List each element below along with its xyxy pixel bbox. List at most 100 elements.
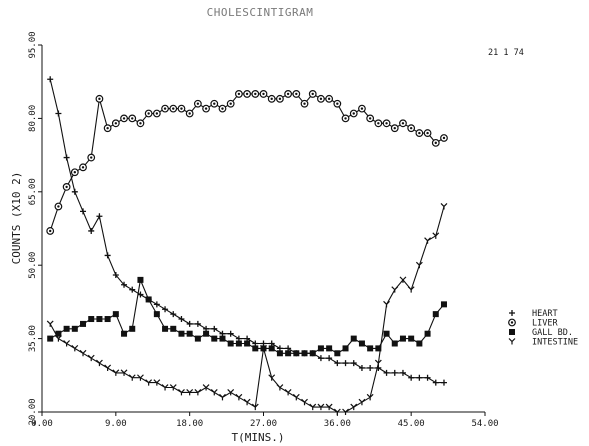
x-tick-label: 36.00 xyxy=(324,419,351,429)
legend-marker xyxy=(508,338,516,345)
heart-point xyxy=(440,379,447,386)
y-tick-label: 95.00 xyxy=(28,31,38,58)
liver-point xyxy=(152,109,161,118)
liver-point xyxy=(300,99,309,108)
liver-point xyxy=(234,90,243,98)
gall-bd-point xyxy=(358,340,365,347)
heart-point xyxy=(186,320,193,327)
intestine-point xyxy=(112,369,120,376)
intestine-point xyxy=(194,389,202,396)
liver-point xyxy=(54,202,63,211)
gall-bd-point xyxy=(334,350,341,357)
x-tick-label: 18.00 xyxy=(176,419,203,429)
intestine-point xyxy=(243,398,251,406)
intestine-point xyxy=(399,276,407,283)
y-axis-label: COUNTS (X10 2) xyxy=(10,172,23,265)
liver-point xyxy=(431,138,440,147)
gall-bd-series xyxy=(47,276,447,357)
gall-bd-point xyxy=(367,345,374,352)
liver-point xyxy=(308,90,317,98)
y-tick-label: 65.00 xyxy=(28,178,38,205)
y-tick-label: 35.00 xyxy=(28,325,38,352)
intestine-point xyxy=(235,393,243,401)
intestine-point xyxy=(333,408,341,415)
intestine-point xyxy=(87,354,95,362)
heart-point xyxy=(367,364,374,371)
intestine-point xyxy=(219,393,226,401)
gall-bd-point xyxy=(244,340,251,347)
heart-point xyxy=(211,325,218,332)
intestine-point xyxy=(415,261,423,269)
liver-point xyxy=(341,114,350,123)
x-tick-label: 45.00 xyxy=(398,419,425,429)
liver-point xyxy=(415,129,424,137)
liver-point xyxy=(46,227,55,235)
gall-bd-point xyxy=(121,330,128,337)
heart-point xyxy=(170,311,177,318)
gall-bd-point xyxy=(80,320,87,327)
gall-bd-point xyxy=(432,311,439,318)
intestine-point xyxy=(202,384,210,391)
intestine-point xyxy=(79,349,87,357)
intestine-point xyxy=(268,374,276,381)
date-label: 21 1 74 xyxy=(488,48,524,58)
x-tick-label: 9.00 xyxy=(105,419,127,429)
intestine-point xyxy=(54,335,62,342)
gall-bd-point xyxy=(104,316,111,323)
intestine-point xyxy=(169,384,177,391)
y-tick-label: 50.00 xyxy=(28,252,38,279)
heart-point xyxy=(383,369,390,376)
liver-series xyxy=(46,90,448,235)
gall-bd-point xyxy=(137,276,144,283)
liver-point xyxy=(144,109,153,118)
intestine-point xyxy=(432,232,440,239)
heart-point xyxy=(153,301,160,308)
liver-point xyxy=(317,94,325,103)
intestine-point xyxy=(292,393,300,401)
liver-point xyxy=(440,134,448,142)
gall-bd-point xyxy=(162,325,169,332)
liver-point xyxy=(193,99,202,108)
gall-bd-point xyxy=(285,350,292,357)
gall-bd-point xyxy=(194,335,201,342)
liver-point xyxy=(382,119,391,128)
gall-bd-point xyxy=(383,330,390,337)
legend-item: LIVER xyxy=(508,318,558,329)
liver-point xyxy=(349,109,358,118)
heart-point xyxy=(334,360,341,367)
intestine-point xyxy=(128,374,136,381)
heart-point xyxy=(104,252,111,259)
liver-point xyxy=(210,99,219,108)
legend-marker xyxy=(508,318,516,327)
intestine-point xyxy=(120,369,128,376)
chart-title: CHOLESCINTIGRAM xyxy=(207,6,314,19)
liver-point xyxy=(276,94,284,103)
intestine-point xyxy=(383,300,390,308)
gall-bd-point xyxy=(301,350,308,357)
liver-point xyxy=(70,168,79,177)
gall-bd-point xyxy=(268,345,275,352)
intestine-point xyxy=(358,398,366,406)
intestine-point xyxy=(276,384,284,391)
heart-point xyxy=(63,154,70,161)
intestine-point xyxy=(317,403,325,411)
liver-point xyxy=(161,104,169,113)
gall-bd-point xyxy=(96,316,103,323)
liver-point xyxy=(169,104,178,113)
legend-marker xyxy=(509,329,515,335)
x-axis-label: T(MINS.) xyxy=(232,431,285,444)
intestine-point xyxy=(210,389,218,396)
liver-point xyxy=(390,124,399,133)
gall-bd-point xyxy=(235,340,242,347)
intestine-point xyxy=(309,403,317,411)
intestine-point xyxy=(145,379,153,386)
liver-point xyxy=(407,124,416,133)
liver-point xyxy=(333,99,342,108)
intestine-point xyxy=(46,320,54,327)
liver-point xyxy=(374,119,383,128)
heart-point xyxy=(391,369,398,376)
liver-point xyxy=(202,104,210,113)
gall-bd-point xyxy=(112,311,119,318)
